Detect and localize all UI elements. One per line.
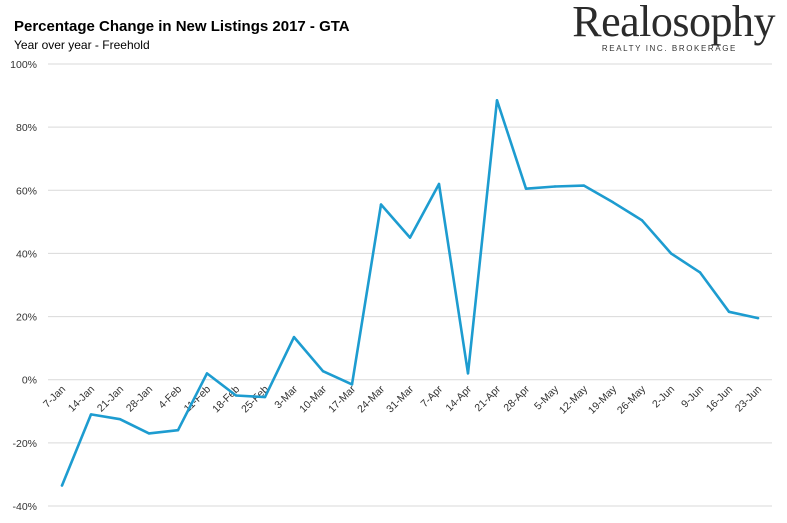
- data-point: [495, 99, 499, 102]
- data-point: [60, 484, 64, 487]
- data-point: [466, 372, 470, 375]
- x-tick-label: 14-Jan: [66, 383, 97, 414]
- brand-tagline: REALTY INC. BROKERAGE: [601, 44, 737, 53]
- data-point: [408, 236, 412, 239]
- data-point: [727, 310, 731, 314]
- data-point: [379, 203, 383, 206]
- x-tick-label: 23-Jun: [733, 383, 764, 414]
- brand-logo: Realosophy REALTY INC. BROKERAGE: [572, 0, 775, 53]
- x-tick-label: 2-Jun: [650, 383, 677, 410]
- data-point: [321, 369, 325, 373]
- data-point: [118, 417, 122, 421]
- data-point: [292, 335, 296, 339]
- data-point: [611, 201, 615, 204]
- x-tick-label: 17-Mar: [326, 383, 358, 415]
- data-point: [669, 252, 673, 255]
- data-point: [89, 413, 93, 416]
- x-tick-label: 19-May: [586, 383, 620, 417]
- data-points: [60, 99, 760, 487]
- y-tick-label: 60%: [16, 185, 37, 197]
- x-tick-label: 12-May: [557, 383, 591, 417]
- gridlines: [48, 63, 772, 507]
- series-line: [60, 99, 760, 487]
- data-point: [350, 383, 354, 386]
- y-tick-label: 100%: [10, 59, 37, 71]
- data-point: [437, 182, 441, 186]
- data-point: [263, 395, 267, 399]
- x-tick-label: 4-Feb: [156, 383, 184, 411]
- data-point: [640, 219, 644, 222]
- x-tick-label: 10-Mar: [297, 383, 329, 415]
- data-point: [234, 394, 238, 397]
- y-tick-label: -40%: [12, 501, 37, 513]
- data-point: [176, 429, 180, 432]
- x-tick-label: 28-Apr: [501, 383, 532, 414]
- data-point: [147, 432, 151, 435]
- y-tick-label: 20%: [16, 312, 37, 324]
- chart-subtitle: Year over year - Freehold: [14, 38, 150, 52]
- x-tick-label: 24-Mar: [355, 383, 387, 415]
- data-point: [756, 316, 760, 320]
- x-tick-label: 14-Apr: [443, 383, 474, 414]
- data-point: [524, 187, 528, 190]
- y-tick-label: 80%: [16, 122, 37, 134]
- x-tick-label: 21-Jan: [95, 383, 126, 414]
- x-tick-label: 11-Feb: [182, 383, 214, 415]
- data-point: [553, 185, 557, 188]
- x-tick-label: 31-Mar: [384, 383, 416, 415]
- x-tick-label: 16-Jun: [704, 383, 735, 414]
- y-axis-ticks: -40% -20% 0% 20% 40% 60% 80% 100%: [10, 59, 37, 513]
- x-tick-label: 26-May: [615, 383, 649, 417]
- x-tick-label: 9-Jun: [679, 383, 706, 410]
- y-tick-label: 40%: [16, 248, 37, 260]
- data-point: [205, 372, 209, 375]
- y-tick-label: -20%: [12, 438, 37, 450]
- data-point: [698, 271, 702, 274]
- x-tick-label: 25-Feb: [239, 383, 271, 415]
- x-tick-label: 7-Apr: [418, 383, 445, 410]
- chart-title: Percentage Change in New Listings 2017 -…: [14, 18, 350, 35]
- y-tick-label: 0%: [22, 375, 37, 387]
- x-tick-label: 7-Jan: [41, 383, 68, 410]
- x-tick-label: 21-Apr: [472, 383, 503, 414]
- data-point: [582, 184, 586, 187]
- x-tick-label: 28-Jan: [124, 383, 155, 414]
- brand-name: Realosophy: [572, 0, 775, 46]
